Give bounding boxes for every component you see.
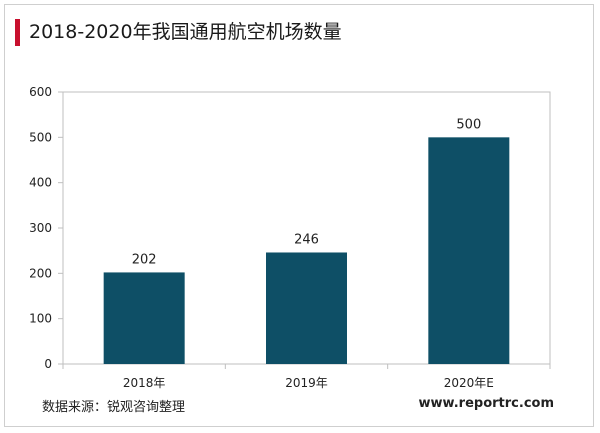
y-tick-label: 500 (29, 130, 52, 144)
x-tick-label: 2018年 (123, 376, 166, 390)
y-tick-label: 400 (29, 176, 52, 190)
bar (103, 272, 185, 364)
x-tick-label: 2019年 (285, 376, 328, 390)
data-label: 246 (294, 232, 319, 247)
x-tick-label: 2020年E (444, 376, 494, 390)
y-tick-label: 0 (44, 357, 52, 371)
chart-title: 2018-2020年我国通用航空机场数量 (29, 21, 342, 43)
y-tick-label: 200 (29, 266, 52, 280)
data-label: 202 (132, 252, 157, 267)
y-tick-label: 600 (29, 85, 52, 99)
data-source-note: 数据来源：锐观咨询整理 (42, 400, 186, 415)
data-label: 500 (456, 117, 481, 132)
bar (266, 252, 347, 364)
y-tick-label: 100 (29, 312, 52, 326)
y-tick-label: 300 (29, 221, 52, 235)
website-link[interactable]: www.reportrc.com (418, 396, 554, 411)
bar (428, 137, 510, 364)
title-accent-bar (15, 19, 20, 46)
